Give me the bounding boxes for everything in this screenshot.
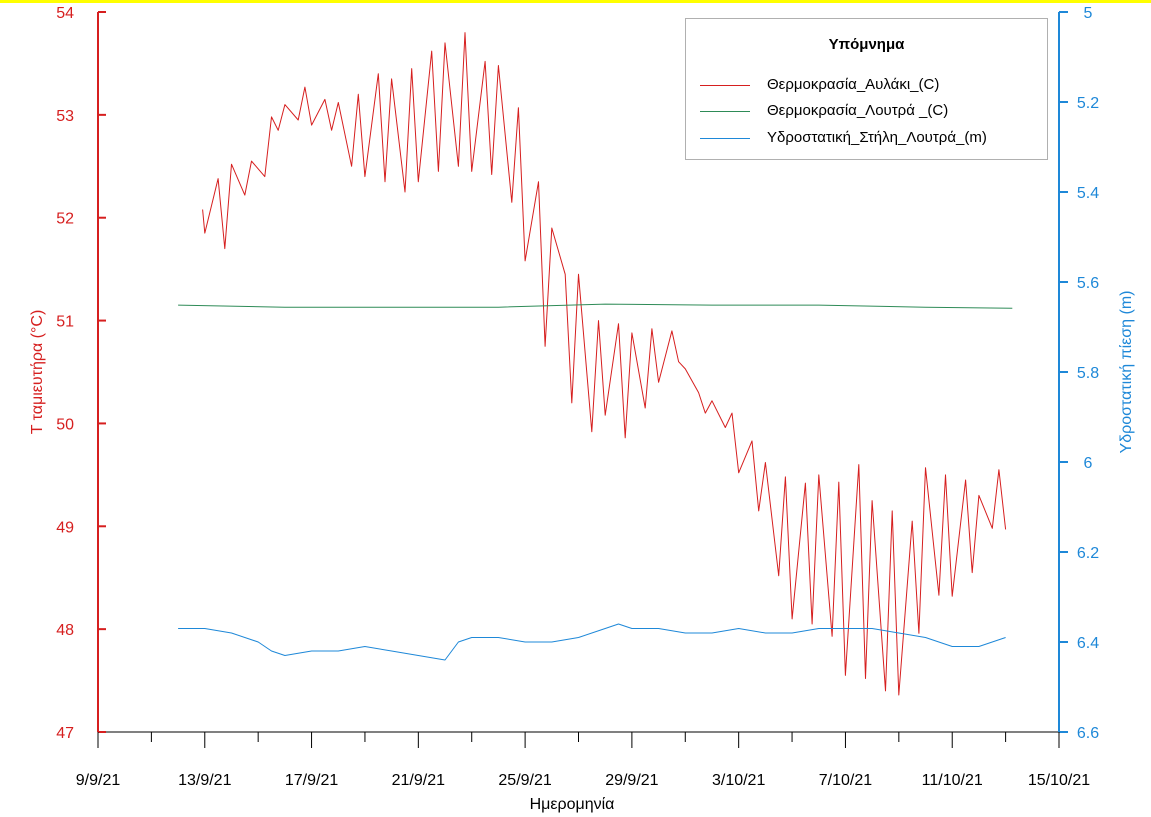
- right-y-tick-label: 5.4: [1077, 185, 1099, 202]
- left-y-tick-label: 48: [56, 622, 74, 639]
- legend-label-hydrostatic: Υδροστατική_Στήλη_Λουτρά_(m): [767, 129, 987, 146]
- left-y-tick-label: 53: [56, 108, 74, 125]
- right-y-tick-label: 5.6: [1077, 275, 1099, 292]
- series-line-2: [178, 623, 1006, 661]
- x-tick-label: 17/9/21: [285, 772, 338, 789]
- legend: Υπόμνημα Θερμοκρασία_Αυλάκι_(C) Θερμοκρα…: [685, 18, 1048, 160]
- legend-label-loutra-temp: Θερμοκρασία_Λουτρά _(C): [767, 102, 949, 119]
- left-y-axis-title: T ταμιευτήρα (°C): [29, 310, 46, 435]
- left-y-tick-label: 52: [56, 211, 74, 228]
- legend-swatch-loutra-temp: [700, 111, 750, 112]
- right-y-tick-label: 5.2: [1077, 95, 1099, 112]
- x-tick-label: 25/9/21: [498, 772, 551, 789]
- right-y-tick-label: 6: [1084, 455, 1093, 472]
- legend-swatch-hydrostatic: [700, 138, 750, 139]
- legend-swatch-avlaki-temp: [700, 85, 750, 86]
- left-y-tick-label: 51: [56, 314, 74, 331]
- right-y-tick-label: 5.8: [1077, 365, 1099, 382]
- x-tick-label: 7/10/21: [819, 772, 872, 789]
- x-tick-label: 11/10/21: [922, 772, 983, 789]
- left-y-tick-label: 47: [56, 725, 74, 742]
- right-y-tick-label: 5: [1084, 5, 1093, 22]
- series-line-0: [202, 32, 1007, 696]
- right-y-tick-label: 6.6: [1077, 725, 1099, 742]
- right-y-tick-label: 6.4: [1077, 635, 1099, 652]
- x-tick-label: 21/9/21: [392, 772, 445, 789]
- x-tick-label: 13/9/21: [178, 772, 231, 789]
- x-tick-label: 9/9/21: [76, 772, 121, 789]
- x-tick-label: 29/9/21: [605, 772, 658, 789]
- series-line-1: [178, 303, 1013, 309]
- legend-label-avlaki-temp: Θερμοκρασία_Αυλάκι_(C): [767, 76, 940, 93]
- x-axis-title: Ημερομηνία: [530, 796, 615, 813]
- legend-title: Υπόμνημα: [828, 36, 905, 53]
- top-highlight-bar: [0, 0, 1151, 3]
- right-y-tick-label: 6.2: [1077, 545, 1099, 562]
- left-y-tick-label: 49: [56, 519, 74, 536]
- right-y-axis-title: Υδροστατική πίεση (m): [1118, 291, 1135, 454]
- x-tick-label: 3/10/21: [712, 772, 765, 789]
- left-y-tick-label: 54: [56, 5, 74, 22]
- x-tick-label: 15/10/21: [1028, 772, 1090, 789]
- left-y-tick-label: 50: [56, 416, 74, 433]
